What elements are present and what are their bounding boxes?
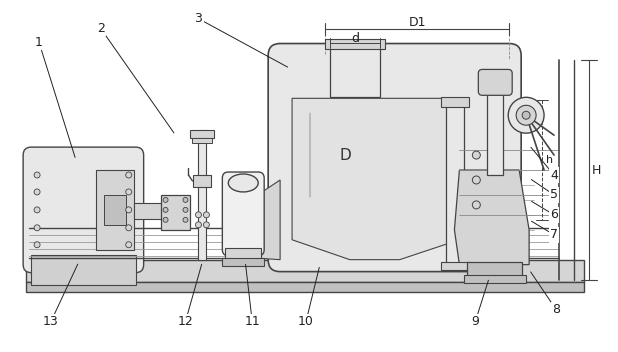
Bar <box>190 130 214 138</box>
Text: 10: 10 <box>298 315 314 328</box>
Circle shape <box>508 97 544 133</box>
Bar <box>488 80 503 175</box>
Ellipse shape <box>228 174 258 192</box>
Circle shape <box>195 222 201 228</box>
Text: 9: 9 <box>472 315 480 328</box>
Bar <box>325 39 384 49</box>
Bar <box>26 282 584 291</box>
Circle shape <box>34 172 40 178</box>
Text: D: D <box>340 147 352 163</box>
Circle shape <box>203 222 210 228</box>
Bar <box>161 195 190 230</box>
Circle shape <box>125 172 132 178</box>
Circle shape <box>34 207 40 213</box>
Text: 4: 4 <box>550 169 558 182</box>
Text: 5: 5 <box>550 188 558 201</box>
Circle shape <box>195 212 201 218</box>
Bar <box>467 262 522 277</box>
Text: 2: 2 <box>97 22 105 35</box>
Text: 13: 13 <box>43 315 59 328</box>
Bar <box>226 248 261 260</box>
FancyBboxPatch shape <box>268 44 521 272</box>
Bar <box>31 255 136 284</box>
Polygon shape <box>292 98 459 260</box>
Text: 7: 7 <box>550 228 558 241</box>
Polygon shape <box>454 170 529 265</box>
Circle shape <box>163 207 168 212</box>
Bar <box>441 262 469 270</box>
Bar <box>192 138 213 143</box>
Bar <box>300 100 459 220</box>
Circle shape <box>516 105 536 125</box>
Bar <box>193 175 211 187</box>
Bar <box>133 203 161 219</box>
Circle shape <box>183 207 188 212</box>
Bar <box>26 260 584 282</box>
Text: 8: 8 <box>552 303 560 316</box>
FancyBboxPatch shape <box>478 69 512 95</box>
FancyBboxPatch shape <box>222 172 264 256</box>
Circle shape <box>522 111 530 119</box>
Text: h: h <box>546 155 554 165</box>
Circle shape <box>125 207 132 213</box>
Bar <box>441 97 469 107</box>
Text: D1: D1 <box>409 16 426 29</box>
Circle shape <box>163 217 168 222</box>
Circle shape <box>472 151 480 159</box>
Circle shape <box>125 225 132 231</box>
Circle shape <box>34 189 40 195</box>
Bar <box>104 195 125 225</box>
Circle shape <box>34 225 40 231</box>
FancyBboxPatch shape <box>23 147 143 272</box>
Circle shape <box>183 217 188 222</box>
Circle shape <box>203 212 210 218</box>
Text: d: d <box>351 32 359 45</box>
Text: H: H <box>592 164 601 176</box>
Bar <box>446 100 464 265</box>
Circle shape <box>472 176 480 184</box>
Text: 11: 11 <box>244 315 260 328</box>
Circle shape <box>183 197 188 202</box>
Circle shape <box>125 242 132 248</box>
Bar <box>222 258 264 266</box>
Circle shape <box>34 242 40 248</box>
Text: 6: 6 <box>550 208 558 221</box>
Bar <box>96 170 133 250</box>
Polygon shape <box>250 180 280 260</box>
Bar <box>198 130 206 260</box>
Text: 1: 1 <box>35 36 43 49</box>
Circle shape <box>125 189 132 195</box>
Circle shape <box>163 197 168 202</box>
Bar <box>330 43 379 97</box>
Circle shape <box>472 201 480 209</box>
Text: 12: 12 <box>177 315 193 328</box>
Bar <box>464 275 526 283</box>
Text: 3: 3 <box>195 12 202 25</box>
